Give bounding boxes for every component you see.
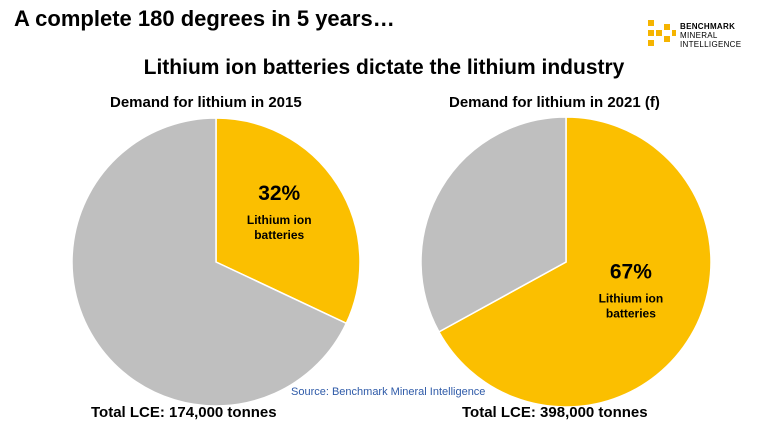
logo-mark-icon — [648, 20, 676, 46]
slice-category-label-line1: Lithium ion — [247, 213, 312, 227]
logo-line-1: BENCHMARK — [680, 22, 736, 31]
pie-slice-other — [71, 117, 348, 407]
brand-logo: BENCHMARK MINERAL INTELLIGENCE — [646, 14, 756, 54]
chart-title-2021: Demand for lithium in 2021 (f) — [449, 94, 660, 111]
slice-category-label-line2: batteries — [606, 306, 656, 320]
slice-percent-label: 32% — [258, 182, 300, 205]
slice-category-label-line1: Lithium ion — [599, 291, 664, 305]
pie-slice-lithium-ion-batteries — [437, 116, 712, 408]
slice-percent-label: 67% — [610, 260, 652, 283]
pie-slice-other — [420, 116, 567, 333]
subtitle: Lithium ion batteries dictate the lithiu… — [143, 56, 625, 79]
logo-line-2: MINERAL — [680, 31, 718, 40]
pie-slice-lithium-ion-batteries — [215, 117, 361, 325]
logo-line-3: INTELLIGENCE — [680, 40, 742, 49]
total-lce-2021: Total LCE: 398,000 tonnes — [462, 404, 648, 421]
source-note: Source: Benchmark Mineral Intelligence — [291, 386, 486, 398]
total-lce-2015: Total LCE: 174,000 tonnes — [91, 404, 277, 421]
chart-title-2015: Demand for lithium in 2015 — [110, 94, 302, 111]
slice-category-label-line2: batteries — [254, 228, 304, 242]
headline: A complete 180 degrees in 5 years… — [14, 6, 395, 31]
